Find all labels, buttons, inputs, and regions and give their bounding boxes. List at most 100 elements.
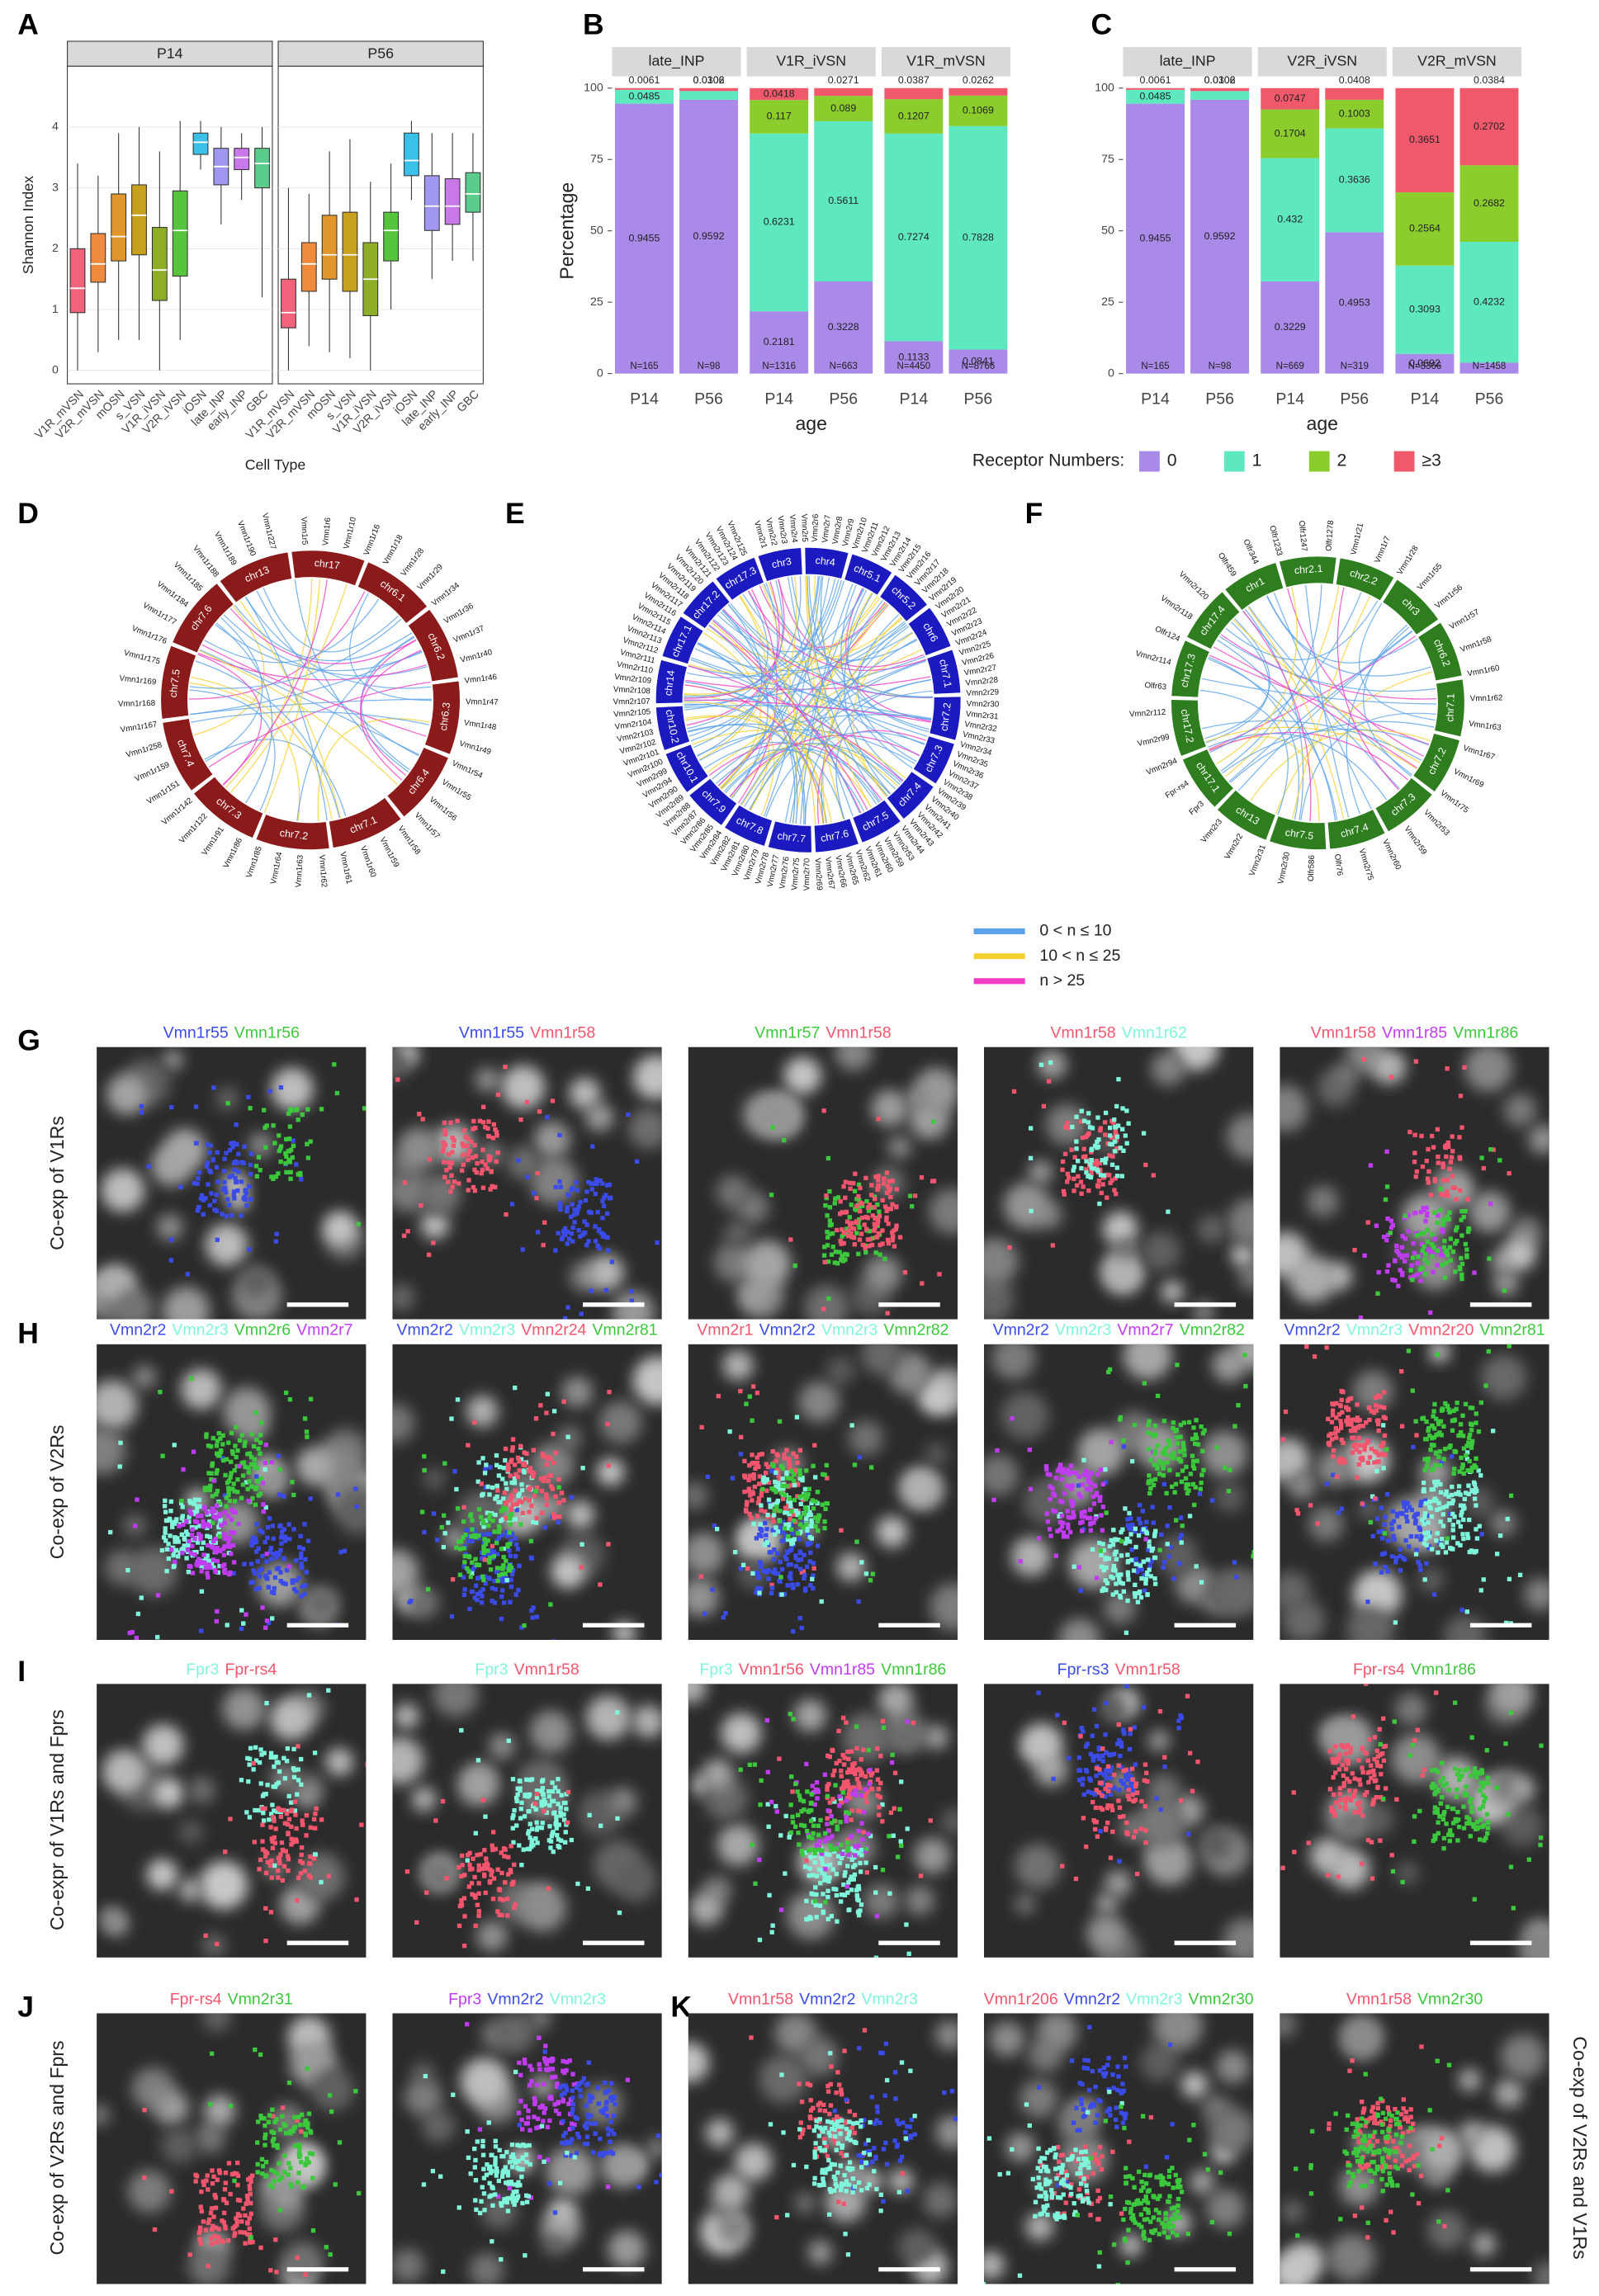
signal-dot	[1469, 1445, 1474, 1449]
signal-dot	[831, 1245, 835, 1249]
signal-dot	[745, 1503, 749, 1507]
signal-dot	[1391, 1534, 1395, 1538]
signal-dot	[826, 1808, 830, 1812]
signal-dot	[220, 1564, 225, 1568]
signal-dot	[1048, 1497, 1052, 1501]
micrograph	[78, 1344, 382, 1661]
signal-dot	[1124, 1108, 1128, 1113]
signal-dot	[1460, 1414, 1464, 1418]
signal-dot	[491, 1897, 495, 1901]
signal-dot	[278, 1548, 282, 1552]
signal-dot	[1450, 1419, 1455, 1423]
signal-dot	[1176, 1472, 1180, 1476]
signal-dot	[211, 1506, 215, 1510]
signal-dot	[788, 1517, 792, 1521]
signal-dot	[184, 1556, 188, 1560]
signal-dot	[503, 1880, 507, 1884]
signal-dot	[1389, 1226, 1393, 1230]
panel-letter: A	[17, 8, 39, 41]
signal-dot	[295, 1793, 299, 1797]
signal-dot	[532, 1494, 537, 1498]
signal-dot	[475, 1598, 479, 1602]
signal-dot	[1374, 1403, 1378, 1407]
signal-dot	[570, 1231, 574, 1235]
signal-dot	[1419, 1134, 1423, 1138]
signal-dot	[490, 1184, 494, 1188]
signal-dot	[630, 1298, 634, 1302]
signal-dot	[302, 1522, 306, 1526]
signal-dot	[1377, 1530, 1381, 1534]
signal-dot	[499, 1594, 504, 1599]
value-label: 0.3636	[1339, 174, 1370, 186]
signal-dot	[882, 1181, 886, 1185]
signal-dot	[882, 1257, 887, 1261]
signal-dot	[518, 1468, 522, 1472]
signal-dot	[250, 1496, 254, 1500]
signal-dot	[305, 1108, 310, 1112]
nucleus	[507, 1146, 540, 1179]
signal-dot	[848, 1878, 852, 1882]
signal-dot	[826, 1782, 830, 1786]
signal-dot	[494, 1484, 499, 1488]
signal-dot	[1178, 1434, 1182, 1439]
signal-dot	[197, 1170, 201, 1174]
signal-dot	[1430, 1547, 1434, 1551]
signal-dot	[1153, 1581, 1157, 1585]
signal-dot	[1440, 1537, 1444, 1541]
signal-dot	[155, 1635, 159, 1639]
signal-dot	[1232, 1424, 1237, 1428]
signal-dot	[1058, 1520, 1062, 1524]
signal-dot	[1074, 1471, 1078, 1475]
signal-dot	[1142, 1131, 1146, 1136]
signal-dot	[135, 1497, 139, 1501]
signal-dot	[1193, 1442, 1197, 1446]
value-label: 0.9592	[693, 230, 725, 242]
signal-dot	[284, 1582, 288, 1586]
signal-dot	[1441, 1230, 1445, 1234]
signal-dot	[1400, 1245, 1404, 1250]
signal-dot	[892, 1834, 896, 1838]
signal-dot	[887, 1892, 892, 1896]
signal-dot	[208, 1203, 212, 1207]
gene-label: Vmn1r177	[141, 601, 178, 627]
signal-dot	[501, 1496, 505, 1500]
signal-dot	[893, 1771, 897, 1775]
signal-dot	[419, 1203, 423, 1207]
signal-dot	[259, 1476, 263, 1481]
gene-label: Vmn1r62	[1470, 693, 1503, 703]
signal-dot	[859, 1201, 863, 1205]
signal-dot	[783, 1871, 787, 1875]
signal-dot	[244, 1188, 248, 1193]
signal-dot	[760, 1487, 764, 1491]
signal-dot	[1339, 1425, 1343, 1429]
signal-dot	[795, 1415, 799, 1419]
row-title: Co-expr of V1Rs and Fprs	[46, 1709, 68, 1930]
signal-dot	[1152, 1173, 1156, 1177]
gene-label: Vmn1r58	[396, 824, 423, 857]
signal-dot	[158, 1390, 162, 1394]
signal-dot	[860, 1216, 864, 1220]
signal-dot	[796, 1582, 800, 1586]
signal-dot	[856, 1252, 860, 1256]
signal-dot	[1048, 1527, 1052, 1531]
signal-dot	[607, 1463, 611, 1467]
signal-dot	[296, 1876, 300, 1880]
signal-dot	[554, 1451, 558, 1455]
signal-dot	[1396, 1284, 1400, 1288]
signal-dot	[877, 1805, 881, 1809]
signal-dot	[877, 1812, 881, 1816]
signal-dot	[1079, 1588, 1083, 1592]
signal-dot	[166, 1542, 170, 1546]
signal-dot	[515, 1502, 519, 1506]
signal-dot	[286, 1831, 290, 1835]
signal-dot	[869, 1183, 873, 1187]
signal-dot	[778, 1420, 782, 1424]
signal-dot	[810, 1524, 814, 1528]
signal-dot	[299, 1783, 303, 1787]
signal-dot	[1088, 1162, 1092, 1166]
signal-dot	[1425, 1228, 1429, 1232]
signal-dot	[1451, 1523, 1455, 1527]
signal-dot	[655, 1240, 659, 1245]
signal-dot	[489, 1567, 493, 1571]
signal-dot	[868, 1768, 872, 1772]
